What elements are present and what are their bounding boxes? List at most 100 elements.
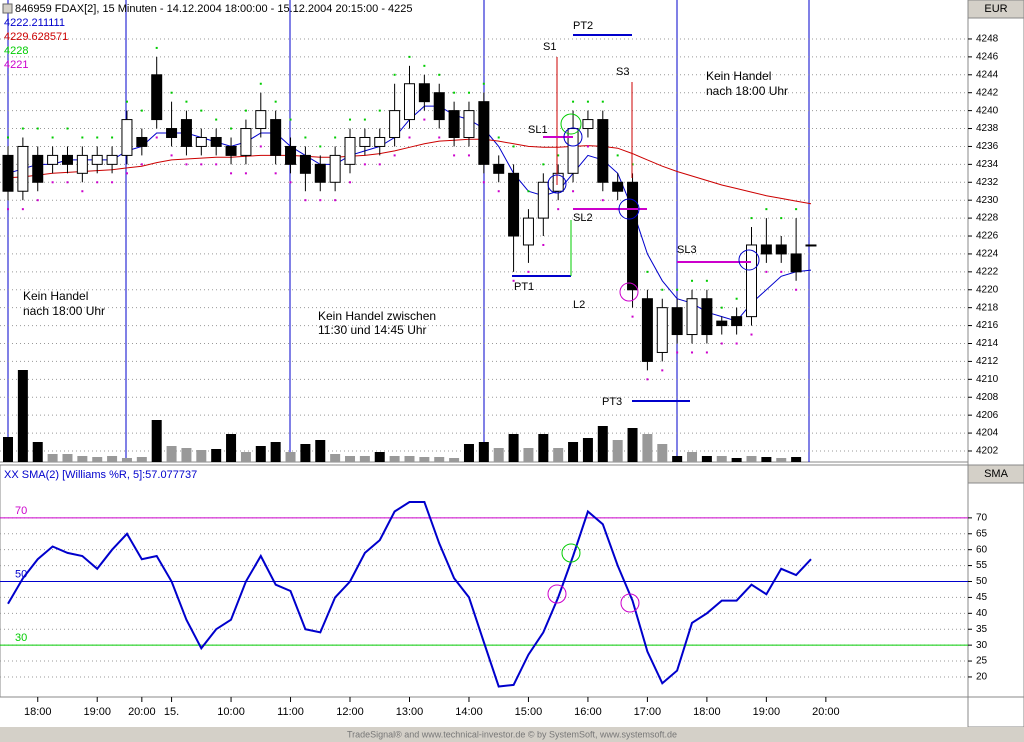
annotation: SL2: [573, 212, 593, 224]
volume-bar: [687, 452, 698, 462]
volume-bar: [746, 456, 757, 462]
candle-body: [299, 154, 311, 174]
indicator-dot: [661, 288, 664, 291]
indicator-dot: [111, 181, 114, 184]
indicator-dot: [616, 154, 619, 157]
indicator-dot: [363, 118, 366, 121]
y-tick-label: 4228: [976, 213, 999, 224]
volume-bar: [508, 434, 519, 462]
indicator-line: [7, 501, 812, 688]
candle-body: [2, 154, 14, 192]
volume-bar: [642, 434, 653, 462]
indicator-dot: [155, 136, 158, 139]
y-tick-label: 4248: [976, 34, 999, 45]
y-tick-label: 4232: [976, 177, 999, 188]
indicator-dot: [438, 73, 441, 76]
indicator-dot: [7, 208, 9, 211]
y-tick-label: 4224: [976, 249, 999, 260]
indicator-dot: [230, 172, 233, 175]
volume-bar: [211, 449, 222, 462]
indicator-dot: [155, 46, 158, 49]
indicator-dot: [185, 163, 188, 166]
volume-bar: [270, 442, 281, 462]
indicator-dot: [720, 342, 723, 345]
y-tick-label: 4202: [976, 446, 999, 457]
volume-bar: [716, 456, 727, 462]
candle-body: [240, 128, 252, 156]
y-tick-label: 4208: [976, 392, 999, 403]
volume-bar: [761, 457, 772, 462]
indicator-dot: [408, 136, 411, 139]
indicator-dot: [750, 333, 753, 336]
indicator-dot: [646, 378, 649, 381]
volume-bar: [731, 458, 742, 462]
volume-bar: [627, 428, 638, 462]
indicator-dot: [497, 190, 500, 193]
candle-body: [508, 172, 520, 237]
y-tick-label: 4242: [976, 87, 999, 98]
indicator-dot: [51, 181, 54, 184]
indicator-dot: [140, 163, 143, 166]
indicator-dot: [81, 136, 84, 139]
candle-body: [210, 136, 222, 147]
y-tick-label: 4240: [976, 105, 999, 116]
y-tick-label: 50: [976, 576, 988, 587]
indicator-dot: [170, 154, 173, 157]
volume-bar: [419, 457, 430, 462]
y-tick-label: 65: [976, 528, 988, 539]
candle-body: [537, 181, 549, 219]
y-tick-label: 60: [976, 544, 988, 555]
annotation: nach 18:00 Uhr: [706, 84, 788, 98]
volume-bar: [240, 452, 251, 462]
y-tick-label: 40: [976, 608, 988, 619]
annotation: nach 18:00 Uhr: [23, 304, 105, 318]
volume-bar: [359, 456, 370, 462]
indicator-dot: [319, 145, 322, 148]
candle-body: [418, 83, 430, 103]
candle-body: [746, 244, 757, 318]
indicator-dot: [215, 163, 218, 166]
volume-bar: [568, 442, 579, 462]
annotation: PT1: [514, 281, 534, 293]
indicator-dot: [527, 270, 530, 273]
indicator-dot: [36, 127, 39, 130]
level-label: 70: [15, 505, 27, 517]
y-tick-label: 4216: [976, 320, 999, 331]
candle-body: [582, 119, 594, 130]
indicator-dot: [705, 351, 708, 354]
indicator-dot: [259, 145, 262, 148]
indicator-dot: [661, 369, 664, 372]
volume-bar: [791, 457, 802, 462]
candle-body: [433, 92, 445, 121]
indicator-dot: [735, 342, 738, 345]
candle-body: [106, 154, 118, 165]
candle-body: [180, 119, 192, 147]
volume-bar: [107, 456, 118, 462]
x-tick-label: 18:00: [24, 706, 52, 718]
annotation: SL3: [677, 244, 697, 256]
volume-bar: [285, 452, 296, 462]
marker-circle: [547, 174, 567, 194]
candle-body: [597, 119, 609, 183]
moving-average: [7, 138, 812, 205]
indicator-dot: [735, 297, 738, 300]
volume-bar: [330, 454, 341, 462]
volume-bar: [776, 458, 787, 462]
volume-bar: [47, 454, 58, 462]
volume-bar: [478, 442, 489, 462]
indicator-dot: [512, 279, 515, 282]
y-tick-label: 4234: [976, 159, 999, 170]
candle-body: [686, 298, 698, 336]
title-icon: [2, 3, 13, 14]
candle-body: [47, 154, 59, 165]
y-tick-label: 4244: [976, 69, 999, 80]
header-value: 4228: [4, 45, 28, 57]
volume-bar: [582, 438, 593, 462]
indicator-dot: [244, 109, 247, 112]
indicator-dot: [512, 145, 515, 148]
volume-bar: [389, 456, 400, 462]
annotation: S3: [616, 66, 629, 78]
candle-body: [76, 154, 88, 174]
indicator-dot: [334, 199, 337, 202]
indicator-dot: [111, 136, 114, 139]
